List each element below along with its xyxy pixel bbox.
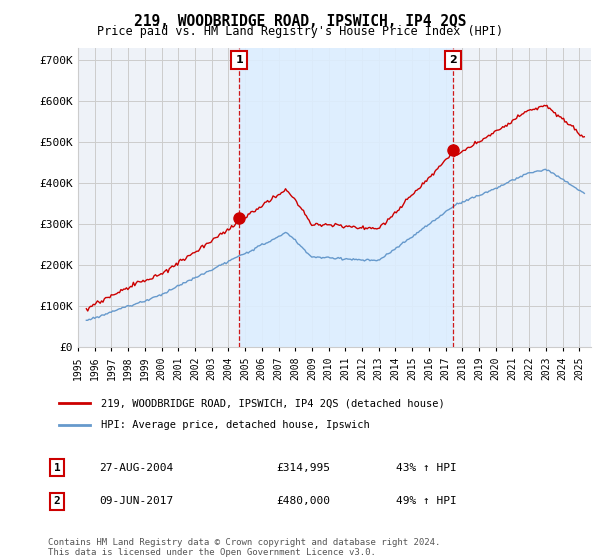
Text: 27-AUG-2004: 27-AUG-2004 xyxy=(99,463,173,473)
Text: Price paid vs. HM Land Registry's House Price Index (HPI): Price paid vs. HM Land Registry's House … xyxy=(97,25,503,38)
Text: £480,000: £480,000 xyxy=(276,496,330,506)
Text: 2: 2 xyxy=(449,55,457,65)
Bar xyxy=(239,48,453,347)
Text: 219, WOODBRIDGE ROAD, IPSWICH, IP4 2QS: 219, WOODBRIDGE ROAD, IPSWICH, IP4 2QS xyxy=(134,14,466,29)
Text: 2: 2 xyxy=(53,496,61,506)
Text: 1: 1 xyxy=(235,55,243,65)
Text: 43% ↑ HPI: 43% ↑ HPI xyxy=(396,463,457,473)
Text: 219, WOODBRIDGE ROAD, IPSWICH, IP4 2QS (detached house): 219, WOODBRIDGE ROAD, IPSWICH, IP4 2QS (… xyxy=(101,398,445,408)
Text: Contains HM Land Registry data © Crown copyright and database right 2024.
This d: Contains HM Land Registry data © Crown c… xyxy=(48,538,440,557)
Text: 49% ↑ HPI: 49% ↑ HPI xyxy=(396,496,457,506)
Text: HPI: Average price, detached house, Ipswich: HPI: Average price, detached house, Ipsw… xyxy=(101,421,370,431)
Text: 1: 1 xyxy=(53,463,61,473)
Text: £314,995: £314,995 xyxy=(276,463,330,473)
Text: 09-JUN-2017: 09-JUN-2017 xyxy=(99,496,173,506)
